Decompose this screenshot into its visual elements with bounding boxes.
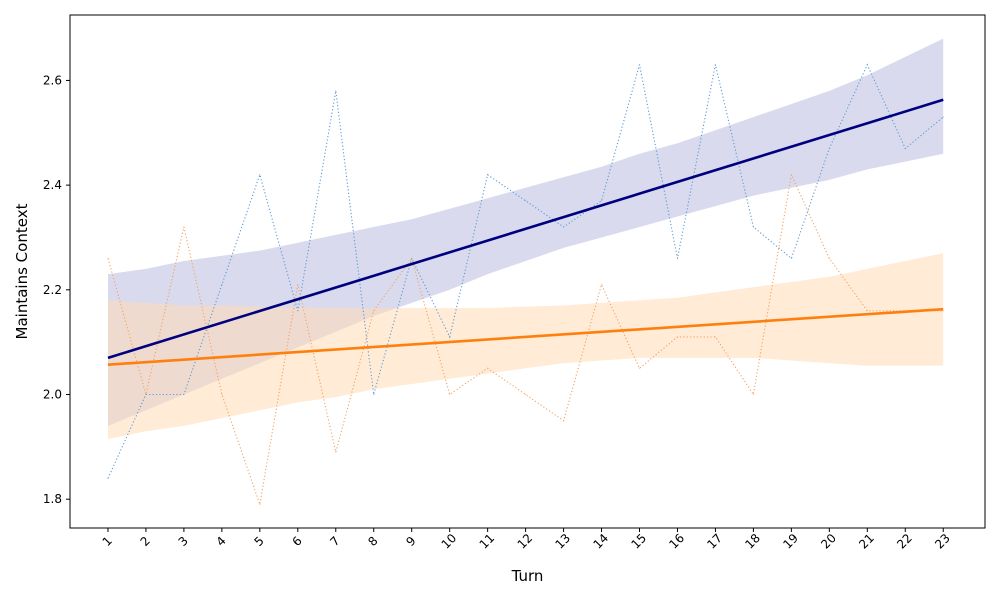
x-tick-label: 17 bbox=[704, 531, 725, 552]
y-axis-title: Maintains Context bbox=[13, 203, 31, 339]
series-blue-point bbox=[107, 477, 109, 479]
series-orange-point bbox=[145, 393, 147, 396]
series-orange-point bbox=[752, 393, 755, 396]
series-orange-point bbox=[411, 257, 413, 259]
y-axis-ticks: 1.8 2.0 2.2 2.4 2.6 bbox=[43, 73, 70, 506]
series-orange-point bbox=[600, 284, 603, 286]
series-orange-point bbox=[297, 284, 299, 286]
series-orange-point bbox=[525, 393, 527, 396]
series-blue-point bbox=[525, 200, 527, 202]
x-tick-label: 16 bbox=[666, 531, 687, 552]
x-tick-label: 1 bbox=[100, 534, 115, 549]
x-tick-label: 20 bbox=[818, 531, 839, 552]
x-tick-label: 22 bbox=[894, 531, 915, 552]
series-orange-trend-line bbox=[107, 307, 944, 366]
series-orange-point bbox=[866, 310, 868, 312]
series-orange-point bbox=[373, 310, 375, 312]
trend-lines bbox=[107, 98, 944, 366]
series-blue-point bbox=[866, 64, 868, 66]
raw-series-lines bbox=[107, 63, 944, 505]
series-blue-trend-line bbox=[107, 98, 944, 360]
series-orange-point bbox=[259, 503, 261, 505]
x-tick-label: 9 bbox=[403, 534, 418, 549]
series-blue-point bbox=[373, 393, 375, 396]
series-orange-point bbox=[828, 257, 830, 259]
x-axis-title: Turn bbox=[511, 567, 544, 585]
series-orange-point bbox=[107, 257, 109, 259]
series-blue-point bbox=[676, 257, 679, 259]
x-tick-label: 8 bbox=[365, 534, 380, 549]
x-tick-label: 12 bbox=[515, 531, 536, 552]
x-tick-label: 11 bbox=[477, 531, 498, 552]
series-orange-point bbox=[638, 367, 641, 369]
series-blue-point bbox=[790, 257, 793, 259]
series-orange-confidence-band bbox=[108, 253, 944, 439]
plot-frame bbox=[69, 14, 986, 529]
series-orange-point bbox=[676, 336, 679, 338]
series-orange-point bbox=[335, 451, 337, 453]
series-blue-point bbox=[221, 284, 223, 286]
x-tick-label: 3 bbox=[176, 534, 191, 549]
x-tick-label: 15 bbox=[628, 531, 649, 552]
x-tick-label: 18 bbox=[742, 531, 763, 552]
confidence-bands bbox=[108, 38, 944, 439]
series-blue-point bbox=[904, 147, 906, 150]
series-blue-point bbox=[487, 174, 489, 176]
x-tick-label: 7 bbox=[327, 534, 342, 549]
series-orange-point bbox=[487, 367, 489, 369]
y-tick-label: 1.8 bbox=[43, 492, 62, 506]
x-tick-label: 14 bbox=[590, 531, 611, 552]
x-tick-label: 6 bbox=[289, 534, 304, 549]
x-tick-label: 2 bbox=[138, 534, 153, 549]
series-blue-point bbox=[183, 393, 185, 396]
y-tick-label: 2.6 bbox=[43, 73, 62, 87]
series-blue-point bbox=[638, 64, 641, 66]
series-orange-point bbox=[563, 420, 565, 422]
x-axis-ticks: 1 2 3 4 5 6 7 8 9 10 11 12 13 14 15 16 17 18 19 20 21 22 23 bbox=[100, 528, 953, 552]
x-tick-label: 19 bbox=[780, 531, 801, 552]
y-tick-label: 2.0 bbox=[43, 388, 62, 402]
x-tick-label: 10 bbox=[439, 531, 460, 552]
series-blue-point bbox=[297, 310, 299, 312]
series-blue-point bbox=[752, 226, 755, 228]
x-tick-label: 5 bbox=[251, 534, 266, 549]
series-blue-point bbox=[449, 336, 451, 338]
series-blue-point bbox=[714, 64, 717, 66]
y-tick-label: 2.2 bbox=[43, 283, 62, 297]
series-blue-raw-line bbox=[107, 63, 944, 479]
x-tick-label: 21 bbox=[856, 531, 877, 552]
series-blue-point bbox=[563, 226, 565, 228]
y-tick-label: 2.4 bbox=[43, 178, 62, 192]
series-orange-point bbox=[790, 174, 793, 176]
series-orange-point bbox=[449, 393, 451, 396]
series-blue-point bbox=[828, 147, 830, 150]
x-tick-label: 4 bbox=[214, 534, 229, 549]
series-blue-point bbox=[942, 116, 944, 118]
series-blue-point bbox=[259, 174, 261, 176]
x-tick-label: 23 bbox=[932, 531, 953, 552]
series-orange-point bbox=[714, 336, 717, 338]
series-orange-point bbox=[221, 393, 223, 396]
series-blue-point bbox=[600, 200, 603, 202]
series-orange-point bbox=[183, 226, 185, 228]
series-blue-point bbox=[335, 90, 337, 92]
x-tick-label: 13 bbox=[553, 531, 574, 552]
